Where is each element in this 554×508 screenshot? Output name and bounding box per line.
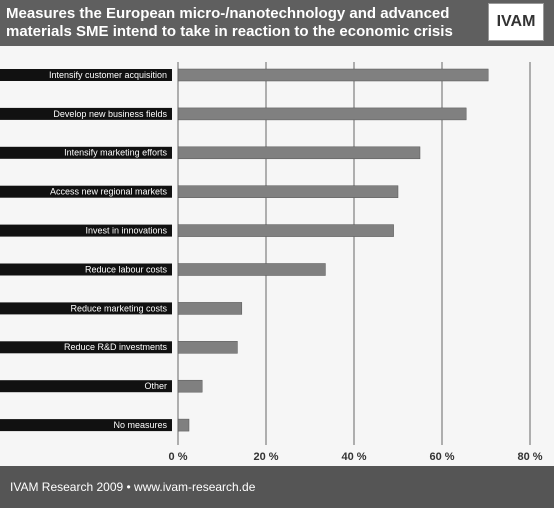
header-bar — [0, 0, 554, 46]
footer-bar — [0, 466, 554, 508]
category-label-box — [0, 263, 172, 276]
bar — [177, 107, 467, 121]
chart-title: Measures the European micro-/nanotechnol… — [6, 5, 453, 40]
category-label-box — [0, 107, 172, 120]
category-label: No measures — [113, 420, 167, 430]
category-label-box — [0, 224, 172, 237]
category-label: Intensify marketing efforts — [64, 148, 167, 158]
category-label: Intensify customer acquisition — [49, 70, 167, 80]
bar — [177, 263, 326, 276]
source: IVAM Research 2009 • www.ivam-research.d… — [10, 480, 256, 494]
category-label: Reduce labour costs — [85, 264, 168, 274]
category-label-box — [0, 380, 172, 393]
bar — [177, 302, 243, 315]
category-label-box — [0, 146, 172, 159]
bar — [177, 185, 399, 198]
bar — [177, 146, 421, 160]
category-label: Other — [144, 381, 167, 391]
x-tick-label: 40 % — [341, 451, 366, 463]
category-label: Reduce R&D investments — [64, 342, 168, 352]
x-tick-label: 20 % — [253, 451, 278, 463]
category-label-box — [0, 302, 172, 315]
category-label: Reduce marketing costs — [70, 303, 167, 313]
category-label: Access new regional markets — [50, 187, 168, 197]
category-label: Invest in innovations — [85, 225, 167, 235]
category-label-box — [0, 69, 172, 81]
bar — [177, 224, 394, 237]
x-tick-label: 60 % — [429, 451, 454, 463]
x-tick-label: 80 % — [517, 451, 542, 463]
category-label-box — [0, 185, 172, 198]
x-tick-label: 0 % — [169, 451, 188, 463]
bar — [177, 68, 489, 82]
category-label: Develop new business fields — [53, 109, 167, 119]
bar — [177, 341, 238, 354]
category-label-box — [0, 341, 172, 354]
category-label-box — [0, 419, 172, 432]
logo: IVAM — [488, 3, 544, 41]
bar — [177, 418, 190, 432]
bar — [177, 379, 203, 393]
